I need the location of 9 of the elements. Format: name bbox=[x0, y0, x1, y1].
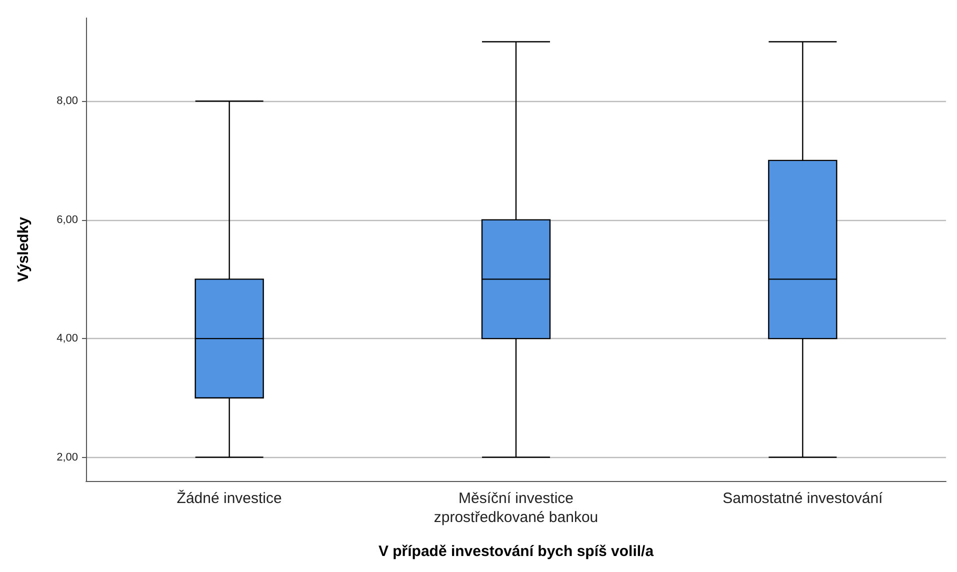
x-tick-label: Žádné investice bbox=[176, 489, 282, 507]
y-tick-label: 8,00 bbox=[56, 95, 78, 108]
x-tick-label: Měsíční investice zprostředkované bankou bbox=[434, 490, 598, 526]
x-tick-label: Samostatné investování bbox=[722, 490, 884, 507]
y-tick-label: 6,00 bbox=[56, 214, 78, 226]
y-tick-label: 2,00 bbox=[56, 451, 78, 464]
y-tick-label: 4,00 bbox=[56, 332, 78, 345]
x-axis-title: V případě investování bych spíš volil/a bbox=[378, 543, 654, 560]
y-axis-title: Výsledky bbox=[15, 216, 32, 282]
